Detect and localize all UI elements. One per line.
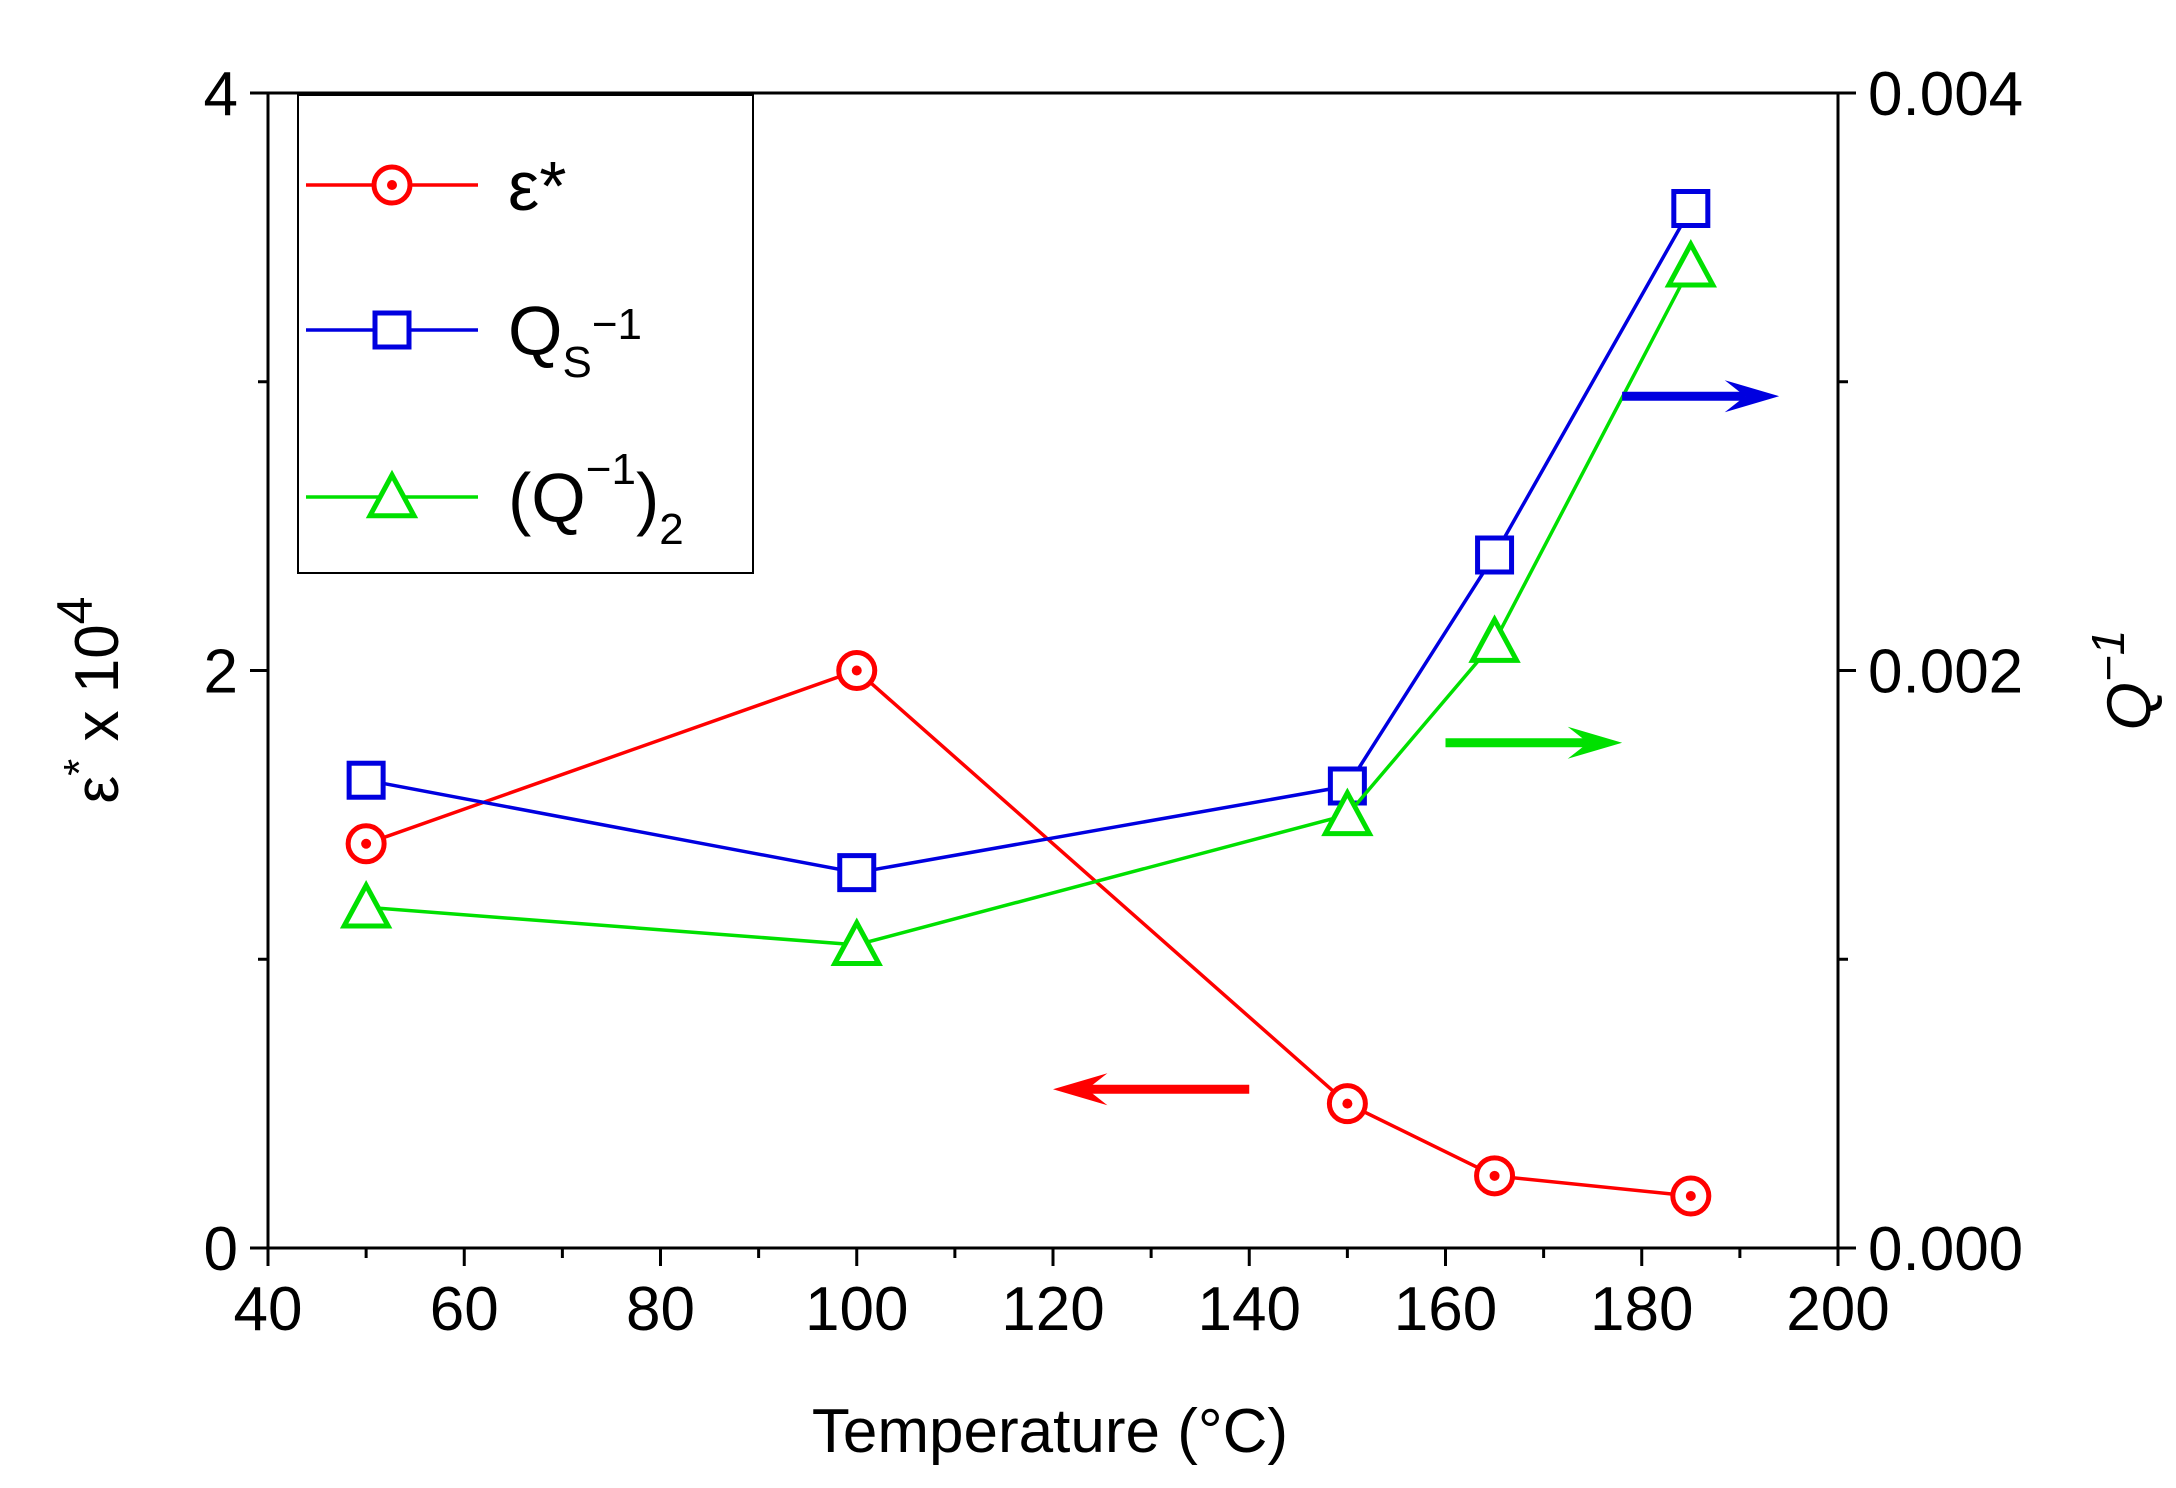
legend-marker-qs — [372, 310, 412, 350]
y-right-tick-label: 0.002 — [1868, 638, 2023, 707]
legend-label-part: ) — [636, 459, 659, 537]
x-tick-label: 200 — [1786, 1275, 1889, 1344]
series-epsilon — [345, 650, 1712, 1217]
x-tick-label: 100 — [805, 1275, 908, 1344]
legend-label-q2: (Q−1)2 — [508, 445, 684, 554]
y-right-axis-title: Q−1 — [2082, 630, 2164, 731]
annotations — [1053, 380, 1780, 1106]
x-axis-title: Temperature (°C) — [812, 1397, 1288, 1466]
data-point-qs — [837, 853, 877, 893]
arrow-head — [1567, 726, 1623, 759]
data-point-qs — [1475, 535, 1515, 575]
legend-item-qs: QS−1 — [306, 292, 642, 387]
y-left-tick-label: 0 — [204, 1215, 238, 1284]
x-tick-label: 180 — [1590, 1275, 1693, 1344]
data-point-epsilon-center — [1489, 1170, 1500, 1181]
y-left-title-sup2: 4 — [47, 597, 103, 625]
legend-marker-q2 — [365, 469, 419, 519]
arrow-head — [1053, 1073, 1108, 1106]
x-tick-label: 60 — [430, 1275, 499, 1344]
legend-label-part: ε* — [508, 147, 566, 225]
y-left-title-sup1: * — [55, 759, 104, 776]
y-right-title-sup: −1 — [2082, 630, 2134, 682]
data-point-epsilon-center — [361, 838, 372, 849]
y-left-title-base: ε — [63, 776, 132, 804]
legend-label-part: (Q — [508, 459, 586, 537]
arrow-annotation-right — [1445, 726, 1623, 759]
data-point-epsilon-center — [851, 665, 862, 676]
y-right-title-base: Q — [2095, 682, 2164, 730]
axis-ticks: 40 60 80 100 120 140 160 180 200 0 2 4 0.000 0.002 0.0… — [204, 60, 2024, 1344]
x-tick-label: 80 — [626, 1275, 695, 1344]
legend-label-part: Q — [508, 292, 562, 370]
series-qs — [346, 189, 1711, 893]
x-tick-label: 140 — [1198, 1275, 1301, 1344]
series-q2 — [339, 238, 1718, 967]
series-epsilon-line — [365, 668, 1691, 1198]
data-point-qs — [346, 760, 386, 800]
data-point-q2 — [1664, 238, 1718, 288]
legend-label-qs: QS−1 — [508, 292, 642, 387]
data-point-epsilon-center — [1342, 1098, 1353, 1109]
x-tick-label: 40 — [234, 1275, 303, 1344]
x-tick-label: 120 — [1001, 1275, 1104, 1344]
data-point-q2 — [830, 917, 883, 967]
y-left-tick-label: 4 — [204, 60, 238, 129]
y-right-tick-label: 0.004 — [1868, 60, 2023, 129]
data-point-q2 — [339, 880, 393, 929]
legend-label-part: 2 — [659, 505, 683, 554]
legend-label-part: −1 — [586, 445, 636, 494]
arrow-head — [1724, 380, 1780, 413]
legend-label-part: −1 — [592, 300, 642, 349]
data-point-qs — [1671, 189, 1711, 228]
legend: ε*QS−1(Q−1)2 — [297, 94, 754, 574]
y-right-tick-label: 0.000 — [1868, 1215, 2023, 1284]
y-left-tick-label: 2 — [204, 638, 238, 707]
x-tick-label: 160 — [1394, 1275, 1497, 1344]
data-point-q2 — [1468, 614, 1521, 663]
y-left-title-mid: x 10 — [63, 624, 132, 758]
legend-item-epsilon: ε* — [306, 147, 566, 225]
legend-item-q2: (Q−1)2 — [306, 445, 684, 554]
series-group — [339, 189, 1718, 1217]
legend-marker-epsilon-center — [387, 180, 397, 190]
arrow-annotation-right — [1622, 380, 1780, 413]
arrow-annotation-left — [1053, 1073, 1250, 1106]
data-point-epsilon-center — [1685, 1191, 1696, 1202]
data-point-q2 — [1321, 787, 1374, 837]
y-left-axis-title: ε* x 104 — [47, 597, 132, 804]
legend-label-part: S — [562, 338, 591, 387]
legend-label-epsilon: ε* — [508, 147, 566, 225]
